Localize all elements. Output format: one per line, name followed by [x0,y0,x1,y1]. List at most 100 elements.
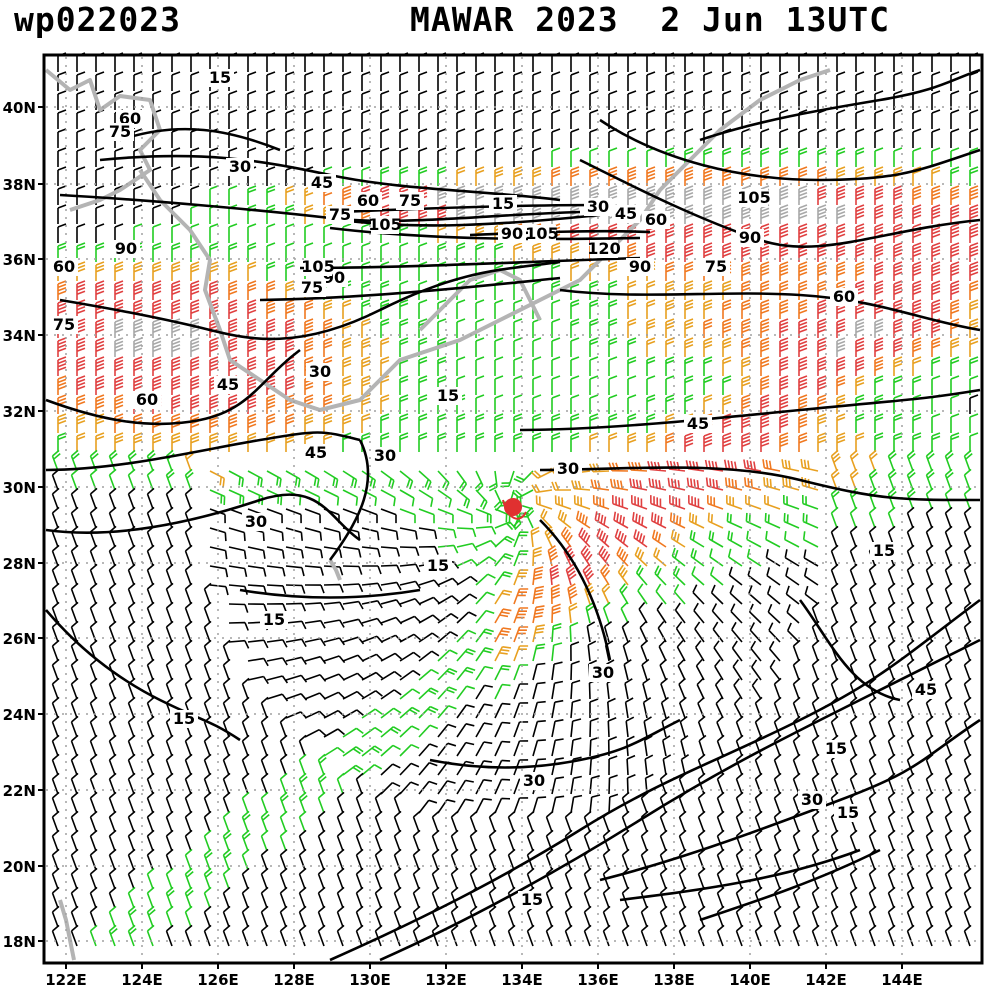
wind-barb [849,563,858,586]
wind-barb [323,109,333,129]
wind-barb [323,470,339,488]
wind-barb [906,791,915,814]
wind-barb [418,705,439,719]
wind-barb [587,640,597,662]
wind-barb [602,886,611,909]
wind-barb [241,753,250,776]
wind-barb [665,299,675,319]
contour-label-bg [822,740,850,758]
contour-label: 60 [357,191,379,210]
wind-barb [70,867,79,890]
wind-barb [342,356,352,376]
wind-barb [803,567,819,586]
wind-barb [323,673,346,681]
contour-label: 45 [915,680,937,699]
wind-barb [764,512,781,529]
isotach-line [45,431,361,472]
wind-barb [745,494,762,510]
wind-barb [209,299,219,319]
wind-barb [228,565,248,577]
wind-barb [222,905,231,928]
wind-barb [76,356,86,376]
contour-label: 75 [109,122,131,141]
wind-barb [606,678,616,700]
wind-barb [418,90,428,110]
wind-barb [830,658,839,681]
wind-barb [203,810,212,833]
wind-barb [95,147,105,167]
wind-barb [418,650,440,662]
wind-barb [494,740,511,757]
wind-barb [627,185,637,205]
wind-barb [380,689,402,700]
wind-barb [626,754,636,776]
wind-barb [493,489,503,512]
wind-barb [532,796,547,814]
wind-barb [802,494,819,510]
wind-barb [912,223,922,243]
wind-barb [152,223,162,243]
wind-barb [203,867,213,890]
wind-barb [89,563,98,586]
wind-barb [570,641,580,662]
wind-barb [374,886,383,909]
wind-barb [108,449,118,472]
wind-barb [152,166,162,186]
wind-barb [583,810,592,833]
wind-barb [887,620,896,643]
wind-barb [456,798,474,814]
wind-barb [764,494,781,510]
wind-barb [887,715,896,738]
wind-barb [190,71,200,91]
wind-barb [551,109,561,129]
wind-barb [513,432,523,452]
wind-barb [716,848,725,871]
wind-barb [488,829,497,852]
wind-barb [114,261,124,281]
wind-barb [494,571,513,586]
wind-barb [570,432,580,452]
wind-barb [513,702,529,719]
wind-barb [152,204,162,224]
contour-label: 45 [615,204,637,223]
wind-barb [969,71,979,91]
wind-barb [684,299,694,319]
wind-barb [399,299,409,319]
wind-barb [608,318,618,338]
wind-barb [644,754,654,776]
lon-label: 134E [501,971,543,989]
wind-barb [608,90,618,110]
wind-barb [596,528,610,548]
wind-barb [171,261,181,281]
wind-barb [247,565,267,577]
wind-barb [247,470,263,488]
contour-label: 30 [523,771,545,790]
wind-barb [222,753,231,776]
wind-barb [361,546,381,558]
wind-barb [646,166,656,186]
wind-barb [798,375,808,395]
wind-barb [830,772,839,795]
wind-barb [868,601,877,624]
isotach-line [539,466,981,502]
wind-barb [228,621,249,631]
wind-barb [925,829,934,852]
wind-barb [551,375,561,395]
wind-barb [418,147,428,167]
wind-barb [146,544,155,567]
wind-barb [361,261,371,281]
wind-barb [336,848,345,871]
wind-barb [209,565,229,578]
wind-barb [893,204,903,224]
wind-barb [532,280,542,300]
lon-label: 130E [349,971,391,989]
wind-barb [114,204,124,224]
wind-barb [203,753,212,776]
wind-barb [285,692,308,701]
wind-barb [374,810,383,833]
wind-barb [760,109,770,129]
wind-barb [855,223,865,243]
wind-barb [731,621,743,643]
wind-barb [418,432,428,452]
wind-barb [76,299,86,319]
